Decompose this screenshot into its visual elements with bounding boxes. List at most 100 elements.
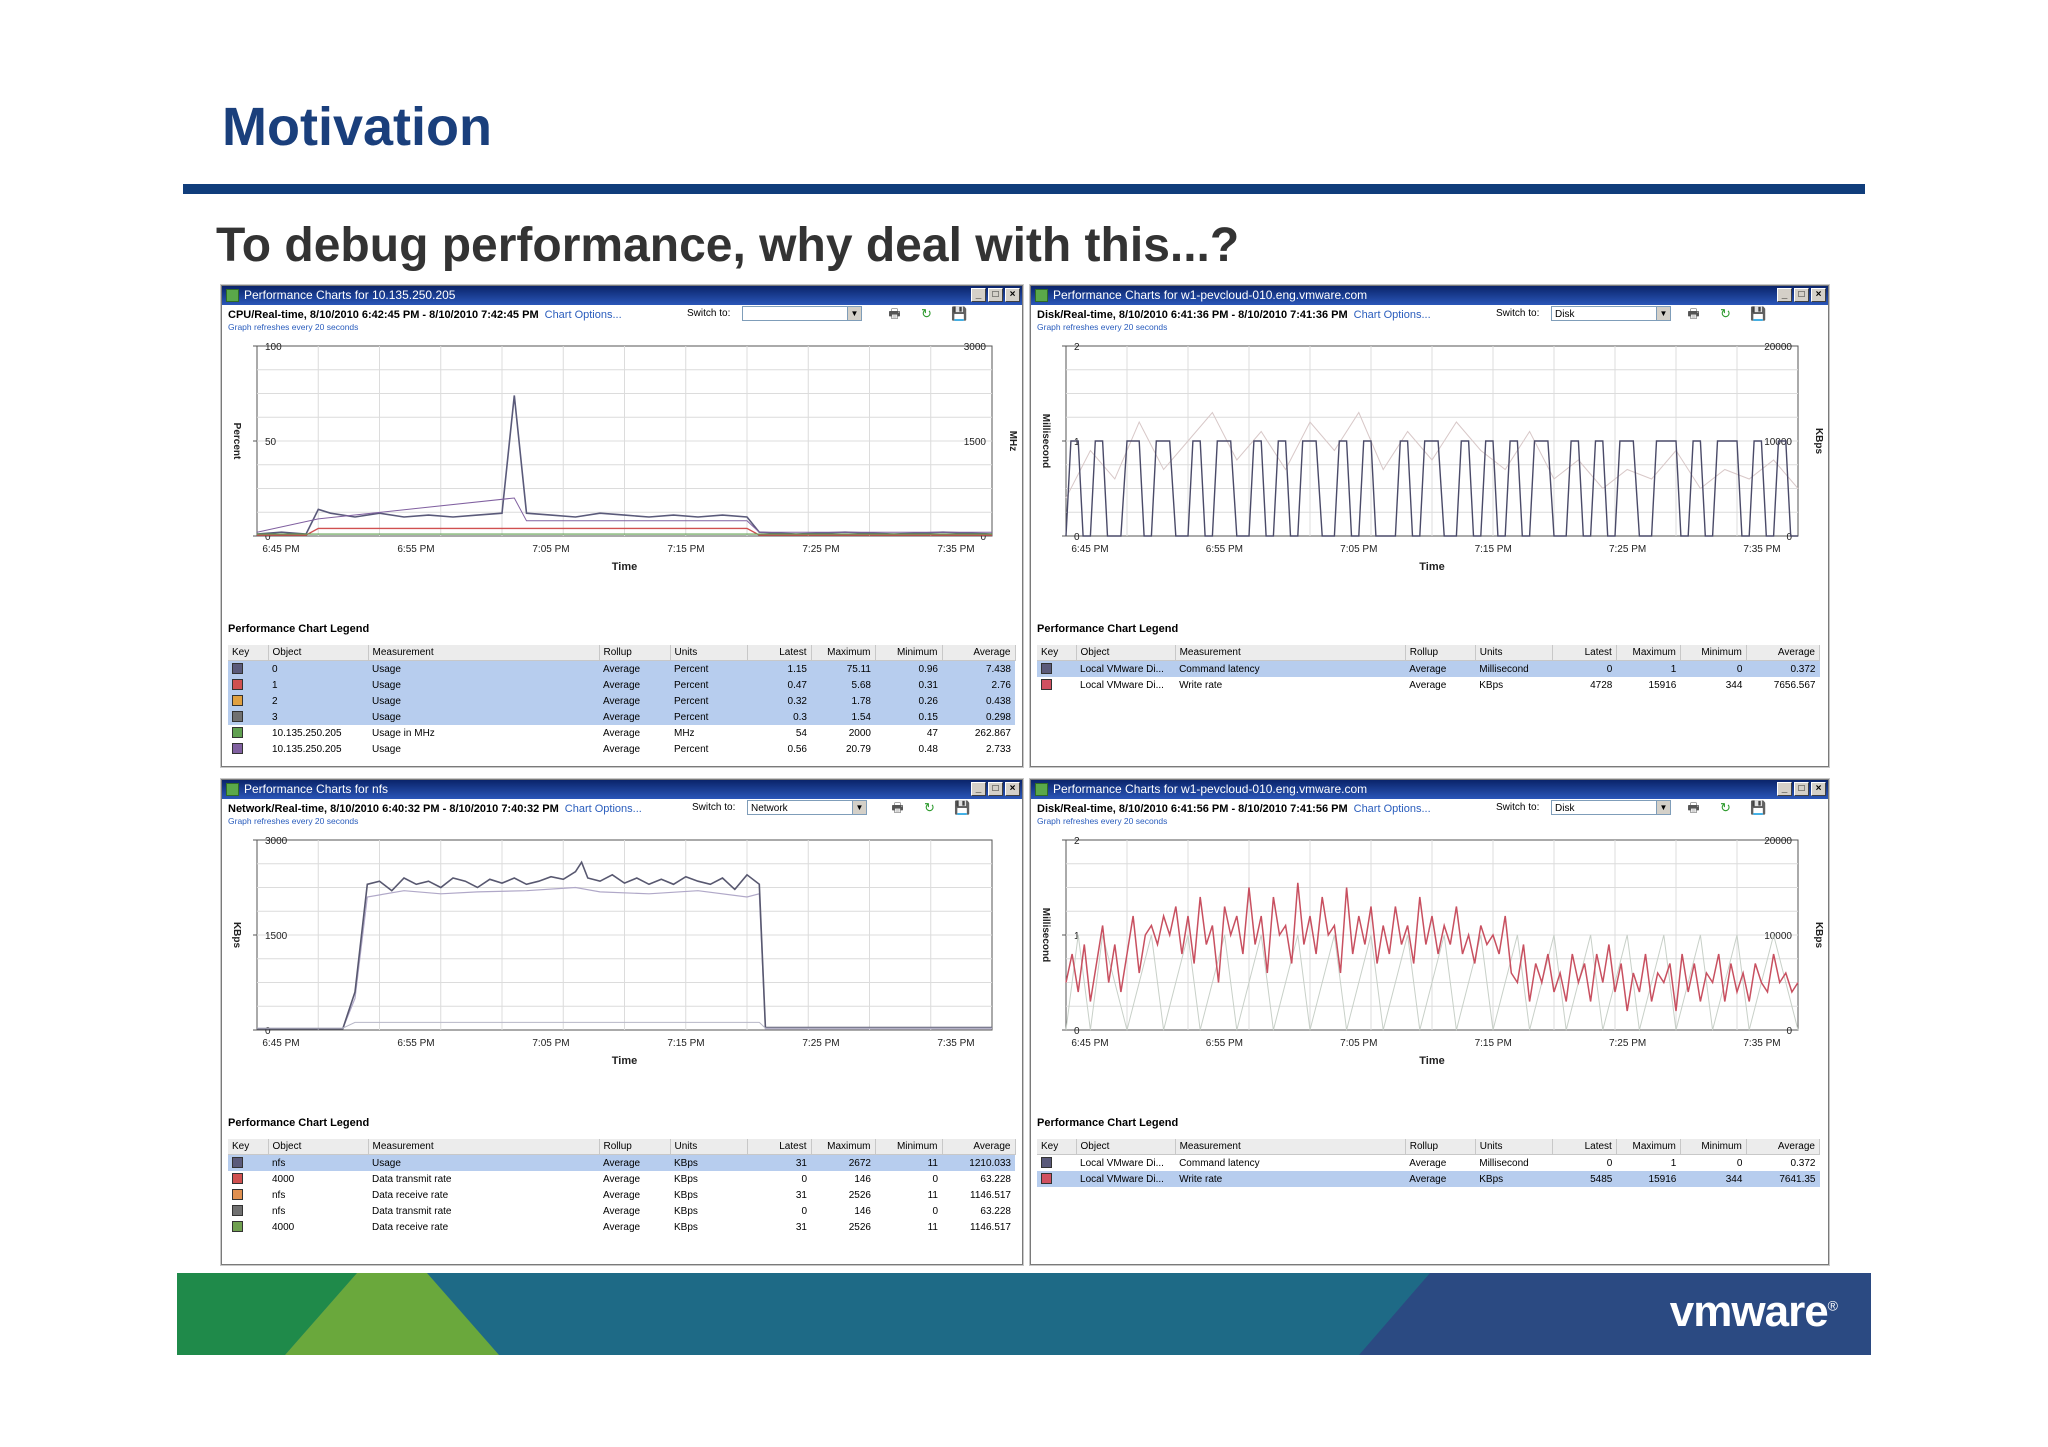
close-button[interactable]: × (1005, 288, 1020, 302)
column-header[interactable]: Units (1475, 645, 1553, 661)
column-header[interactable]: Maximum (811, 645, 876, 661)
legend-row[interactable]: 10.135.250.205 Usage Average Percent 0.56 20.… (228, 741, 1015, 757)
legend-row[interactable]: nfs Data transmit rate Average KBps 0 146 0 63.… (228, 1203, 1015, 1219)
column-header[interactable]: Key (228, 645, 269, 661)
column-header[interactable]: Measurement (1175, 1139, 1406, 1155)
column-header[interactable]: Key (1037, 1139, 1077, 1155)
refresh-icon[interactable]: ↻ (1720, 800, 1731, 815)
column-header[interactable]: Average (942, 645, 1016, 661)
x-tick-label: 6:45 PM (1071, 544, 1108, 555)
perf-window-2: Performance Charts for w1-pevcloud-010.e… (1030, 285, 1829, 767)
refresh-icon[interactable]: ↻ (921, 306, 932, 321)
switch-to-select[interactable]: Network ▼ (747, 800, 867, 815)
y-tick-left: 0 (265, 532, 271, 543)
column-header[interactable]: Object (268, 1139, 369, 1155)
column-header[interactable]: Maximum (811, 1139, 876, 1155)
column-header[interactable]: Latest (1552, 1139, 1617, 1155)
legend-row[interactable]: nfs Data receive rate Average KBps 31 2526 11 1… (228, 1187, 1015, 1203)
column-header[interactable]: Object (268, 645, 369, 661)
column-header[interactable]: Rollup (599, 1139, 671, 1155)
legend-row[interactable]: Local VMware Di... Command latency Average… (1037, 660, 1820, 677)
chevron-down-icon[interactable]: ▼ (1656, 307, 1670, 320)
chevron-down-icon[interactable]: ▼ (1656, 801, 1670, 814)
switch-to-select[interactable]: Disk ▼ (1551, 800, 1671, 815)
minimize-button[interactable]: _ (971, 782, 986, 796)
switch-to-select[interactable]: ▼ (742, 306, 862, 321)
legend-row[interactable]: nfs Usage Average KBps 31 2672 11 1210.033 (228, 1154, 1015, 1171)
chart-options-link[interactable]: Chart Options... (564, 803, 642, 815)
legend-row[interactable]: Local VMware Di... Command latency Average… (1037, 1155, 1820, 1172)
column-header[interactable]: Object (1076, 645, 1176, 661)
y-axis-label-left: KBps (231, 922, 242, 949)
window-titlebar[interactable]: Performance Charts for nfs _ □ × (222, 780, 1022, 799)
column-header[interactable]: Minimum (875, 1139, 943, 1155)
legend-row[interactable]: 10.135.250.205 Usage in MHz Average MHz 54 20… (228, 725, 1015, 741)
column-header[interactable]: Units (1475, 1139, 1553, 1155)
legend-row[interactable]: 4000 Data transmit rate Average KBps 0 146 0 63… (228, 1171, 1015, 1187)
window-titlebar[interactable]: Performance Charts for w1-pevcloud-010.e… (1031, 780, 1828, 799)
column-header[interactable]: Minimum (1680, 1139, 1747, 1155)
print-icon[interactable]: 🖶 (888, 306, 901, 321)
switch-to-select[interactable]: Disk ▼ (1551, 306, 1671, 321)
column-header[interactable]: Maximum (1616, 645, 1681, 661)
column-header[interactable]: Maximum (1616, 1139, 1681, 1155)
chart-options-link[interactable]: Chart Options... (1353, 803, 1431, 815)
legend-row[interactable]: Local VMware Di... Write rate Average KBps 5… (1037, 1171, 1820, 1187)
column-header[interactable]: Measurement (1175, 645, 1406, 661)
save-icon[interactable]: 💾 (951, 306, 968, 321)
chart-options-link[interactable]: Chart Options... (1353, 309, 1431, 321)
print-icon[interactable]: 🖶 (891, 800, 904, 815)
legend-units: Percent (674, 743, 709, 755)
column-header[interactable]: Measurement (368, 1139, 600, 1155)
minimize-button[interactable]: _ (971, 288, 986, 302)
column-header[interactable]: Key (228, 1139, 269, 1155)
refresh-icon[interactable]: ↻ (1720, 306, 1731, 321)
column-header[interactable]: Average (1746, 1139, 1821, 1155)
column-header[interactable]: Key (1037, 645, 1077, 661)
column-header[interactable]: Object (1076, 1139, 1176, 1155)
save-icon[interactable]: 💾 (954, 800, 971, 815)
y-tick-left: 1500 (265, 931, 288, 942)
close-button[interactable]: × (1005, 782, 1020, 796)
legend-row[interactable]: 3 Usage Average Percent 0.3 1.54 0.15 0.298 (228, 709, 1015, 725)
save-icon[interactable]: 💾 (1750, 306, 1767, 321)
chart-title: Network/Real-time, 8/10/2010 6:40:32 PM … (228, 803, 642, 815)
print-icon[interactable]: 🖶 (1687, 800, 1700, 815)
column-header[interactable]: Latest (1552, 645, 1617, 661)
column-header[interactable]: Latest (747, 1139, 812, 1155)
legend-row[interactable]: Local VMware Di... Write rate Average KBps 4… (1037, 677, 1820, 693)
maximize-button[interactable]: □ (988, 288, 1003, 302)
column-header[interactable]: Minimum (875, 645, 943, 661)
column-header[interactable]: Average (1746, 645, 1821, 661)
chart-options-link[interactable]: Chart Options... (544, 309, 622, 321)
chevron-down-icon[interactable]: ▼ (852, 801, 866, 814)
column-header[interactable]: Units (670, 1139, 748, 1155)
column-header[interactable]: Rollup (1405, 645, 1476, 661)
window-titlebar[interactable]: Performance Charts for 10.135.250.205 _ □ × (222, 286, 1022, 305)
legend-row[interactable]: 1 Usage Average Percent 0.47 5.68 0.31 2.76 (228, 677, 1015, 693)
column-header[interactable]: Minimum (1680, 645, 1747, 661)
column-header[interactable]: Rollup (1405, 1139, 1476, 1155)
column-header[interactable]: Units (670, 645, 748, 661)
minimize-button[interactable]: _ (1777, 782, 1792, 796)
maximize-button[interactable]: □ (1794, 288, 1809, 302)
column-header[interactable]: Average (942, 1139, 1016, 1155)
close-button[interactable]: × (1811, 288, 1826, 302)
legend-row[interactable]: 2 Usage Average Percent 0.32 1.78 0.26 0.438 (228, 693, 1015, 709)
save-icon[interactable]: 💾 (1750, 800, 1767, 815)
window-titlebar[interactable]: Performance Charts for w1-pevcloud-010.e… (1031, 286, 1828, 305)
column-header[interactable]: Rollup (599, 645, 671, 661)
print-icon[interactable]: 🖶 (1687, 306, 1700, 321)
maximize-button[interactable]: □ (1794, 782, 1809, 796)
close-button[interactable]: × (1811, 782, 1826, 796)
maximize-button[interactable]: □ (988, 782, 1003, 796)
chart-header: Network/Real-time, 8/10/2010 6:40:32 PM … (222, 799, 1022, 831)
refresh-icon[interactable]: ↻ (924, 800, 935, 815)
column-header[interactable]: Latest (747, 645, 812, 661)
minimize-button[interactable]: _ (1777, 288, 1792, 302)
legend-maximum: 146 (854, 1173, 871, 1185)
chevron-down-icon[interactable]: ▼ (847, 307, 861, 320)
legend-row[interactable]: 4000 Data receive rate Average KBps 31 2526 11… (228, 1219, 1015, 1235)
legend-row[interactable]: 0 Usage Average Percent 1.15 75.11 0.96 7.438 (228, 660, 1015, 677)
column-header[interactable]: Measurement (368, 645, 600, 661)
